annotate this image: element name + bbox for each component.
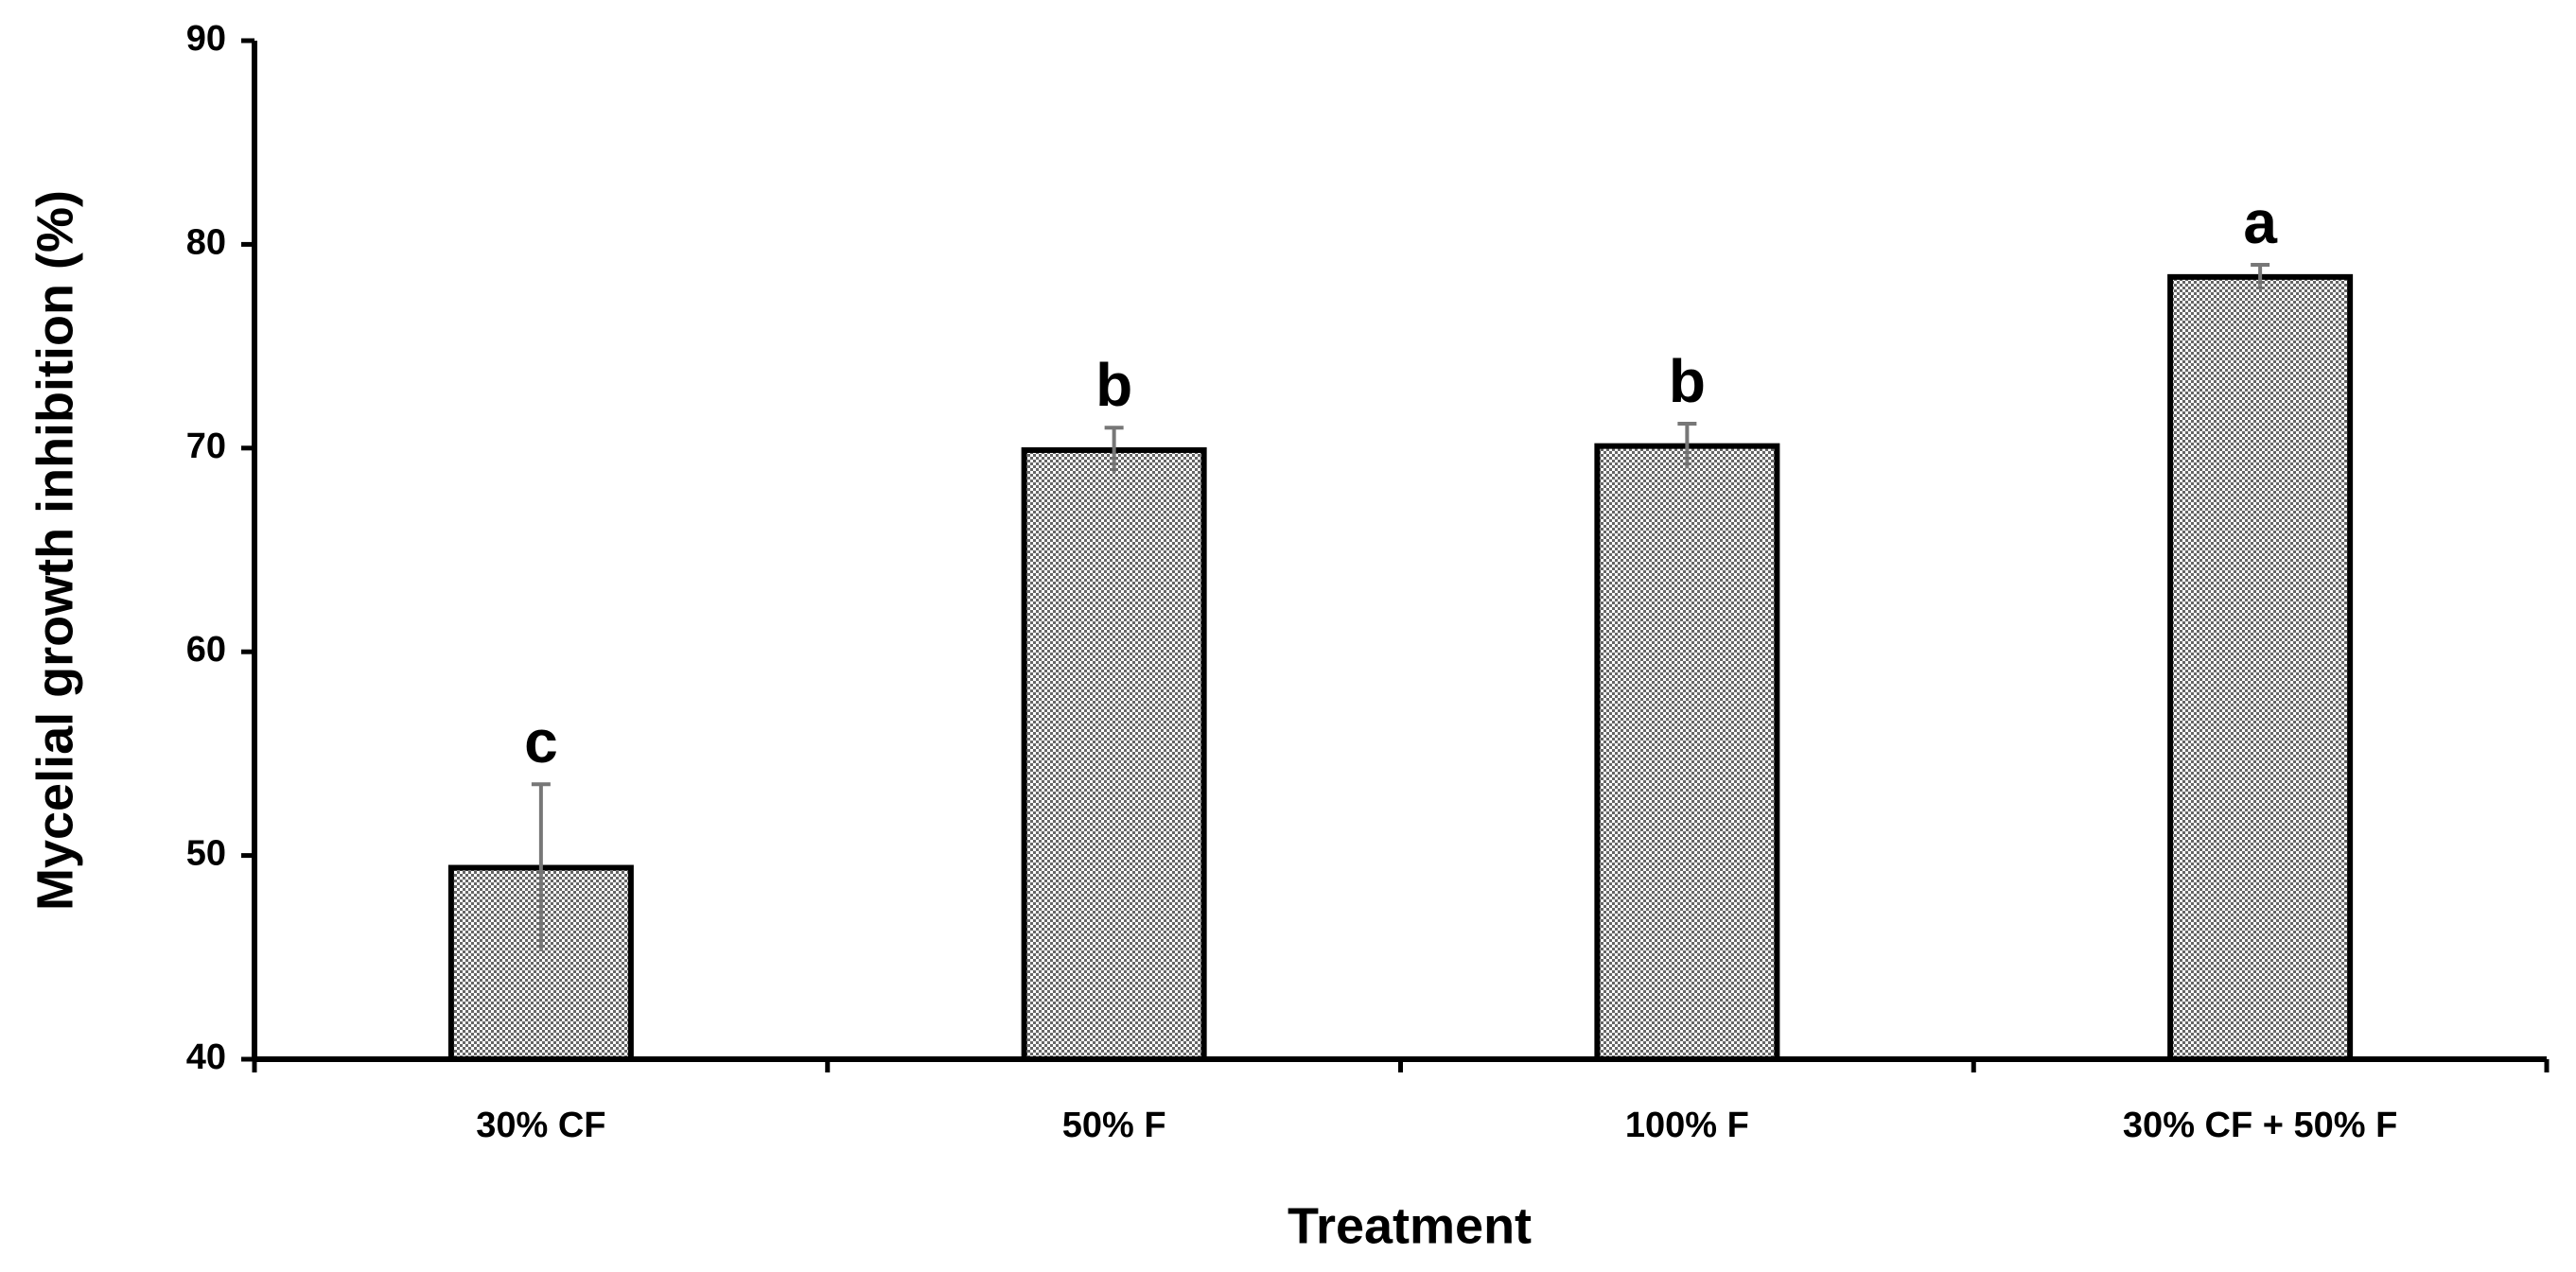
bar — [1021, 446, 1207, 1063]
bar — [1594, 443, 1780, 1062]
y-tick-label: 40 — [186, 1037, 226, 1077]
x-tick-label: 100% F — [1625, 1106, 1749, 1145]
x-tick-label: 30% CF — [476, 1106, 605, 1145]
significance-letter: b — [1095, 351, 1132, 419]
y-tick-label: 80 — [186, 222, 226, 262]
bar — [2167, 273, 2354, 1062]
significance-letter: c — [524, 707, 558, 775]
y-tick-label: 60 — [186, 630, 226, 670]
significance-letter: a — [2243, 188, 2277, 256]
x-tick-label: 50% F — [1062, 1106, 1166, 1145]
y-tick-label: 70 — [186, 427, 226, 466]
significance-letter: b — [1669, 347, 1706, 415]
y-tick-label: 50 — [186, 834, 226, 874]
x-axis-title: Treatment — [1288, 1197, 1532, 1254]
x-tick-label: 30% CF + 50% F — [2123, 1106, 2397, 1145]
y-axis-title: Mycelial growth inhibition (%) — [26, 190, 83, 911]
y-tick-label: 90 — [186, 19, 226, 59]
